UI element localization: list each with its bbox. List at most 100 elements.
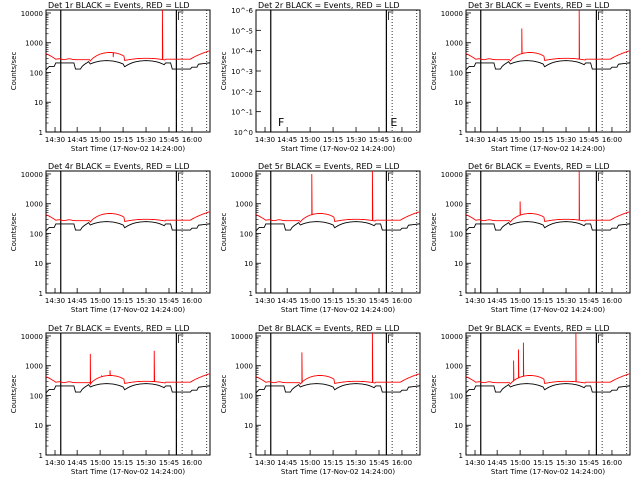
chart-title: Det 7r BLACK = Events, RED = LLD <box>48 324 190 333</box>
x-tick-label: 15:00 <box>510 459 530 467</box>
series-line-lld <box>45 350 211 386</box>
y-tick-label: 10000 <box>231 171 253 179</box>
chart-title: Det 4r BLACK = Events, RED = LLD <box>48 162 190 171</box>
y-tick-label: 100 <box>450 69 463 77</box>
x-tick-label: 16:00 <box>602 459 622 467</box>
x-tick-label: 14:45 <box>487 136 507 144</box>
y-axis-label: Counts/sec <box>430 375 438 414</box>
chart-title: Det 2r BLACK = Events, RED = LLD <box>258 1 400 10</box>
marker-label: E <box>390 116 397 129</box>
y-tick-label: 10^-6 <box>231 7 253 15</box>
x-tick-label: 15:00 <box>510 297 530 305</box>
series-line-lld <box>45 9 211 62</box>
y-tick-label: 10000 <box>21 171 43 179</box>
x-tick-label: 16:00 <box>392 459 412 467</box>
y-tick-label: 100 <box>30 230 43 238</box>
series-line-events <box>465 60 631 71</box>
x-tick-label: 14:30 <box>465 136 485 144</box>
bracket-marker <box>597 172 604 181</box>
chart-panel-9: Det 9r BLACK = Events, RED = LLD 1 10 100 10… <box>430 324 631 476</box>
bracket-marker <box>177 334 184 343</box>
chart-panel-1: Det 1r BLACK = Events, RED = LLD 1 10 100 10… <box>10 1 211 153</box>
x-tick-label: 14:45 <box>277 136 297 144</box>
bracket-marker <box>387 334 394 343</box>
chart-panel-6: Det 6r BLACK = Events, RED = LLD 1 10 100 10… <box>430 162 631 314</box>
series-line-lld <box>465 170 631 223</box>
series-line-lld <box>255 170 421 223</box>
y-tick-label: 1000 <box>235 363 253 371</box>
x-tick-label: 15:45 <box>579 136 599 144</box>
y-tick-label: 10^-3 <box>231 68 253 76</box>
x-axis-label: Start Time (17-Nov-02 14:24:00) <box>491 468 605 476</box>
series-line-events <box>45 383 211 394</box>
x-tick-label: 14:45 <box>67 297 87 305</box>
y-tick-label: 10000 <box>231 333 253 341</box>
y-tick-label: 1 <box>249 452 253 460</box>
x-tick-label: 16:00 <box>602 136 622 144</box>
chart-panel-3: Det 3r BLACK = Events, RED = LLD 1 10 100 10… <box>430 1 631 153</box>
x-tick-label: 15:15 <box>113 136 133 144</box>
y-tick-label: 10^-4 <box>231 48 253 56</box>
x-tick-label: 15:30 <box>136 136 156 144</box>
y-tick-label: 1000 <box>235 201 253 209</box>
x-tick-label: 15:45 <box>579 459 599 467</box>
x-axis-label: Start Time (17-Nov-02 14:24:00) <box>281 145 395 153</box>
series-line-events <box>255 221 421 232</box>
bracket-marker <box>387 11 394 20</box>
y-tick-label: 1000 <box>445 40 463 48</box>
y-tick-label: 100 <box>240 230 253 238</box>
y-tick-label: 10^-2 <box>231 88 253 96</box>
x-axis-label: Start Time (17-Nov-02 14:24:00) <box>71 468 185 476</box>
x-axis-label: Start Time (17-Nov-02 14:24:00) <box>71 306 185 314</box>
x-tick-label: 15:45 <box>369 297 389 305</box>
plot-frame <box>465 9 631 133</box>
x-tick-label: 14:45 <box>277 459 297 467</box>
x-tick-label: 15:15 <box>533 136 553 144</box>
y-tick-label: 1 <box>459 290 463 298</box>
plot-frame <box>465 332 631 456</box>
x-tick-label: 14:30 <box>255 459 275 467</box>
x-tick-label: 15:30 <box>556 297 576 305</box>
y-tick-label: 1000 <box>445 363 463 371</box>
y-tick-label: 100 <box>240 392 253 400</box>
x-tick-label: 14:30 <box>465 459 485 467</box>
x-tick-label: 14:45 <box>277 297 297 305</box>
y-tick-label: 10000 <box>21 333 43 341</box>
x-tick-label: 15:15 <box>323 459 343 467</box>
x-axis-label: Start Time (17-Nov-02 14:24:00) <box>71 145 185 153</box>
x-tick-label: 16:00 <box>392 297 412 305</box>
x-tick-label: 15:30 <box>346 136 366 144</box>
plot-frame <box>255 332 421 456</box>
chart-title: Det 8r BLACK = Events, RED = LLD <box>258 324 400 333</box>
x-tick-label: 15:00 <box>90 136 110 144</box>
y-tick-label: 10000 <box>21 10 43 18</box>
x-tick-label: 15:30 <box>346 297 366 305</box>
y-tick-label: 1 <box>39 129 43 137</box>
series-line-events <box>45 60 211 71</box>
y-tick-label: 1000 <box>25 363 43 371</box>
y-axis-label: Counts/sec <box>220 52 228 91</box>
marker-label: F <box>278 116 284 129</box>
x-tick-label: 15:30 <box>556 136 576 144</box>
y-tick-label: 1 <box>459 129 463 137</box>
y-tick-label: 10 <box>244 422 253 430</box>
y-tick-label: 1000 <box>25 40 43 48</box>
chart-panel-4: Det 4r BLACK = Events, RED = LLD 1 10 100 10… <box>10 162 211 314</box>
x-axis-label: Start Time (17-Nov-02 14:24:00) <box>281 306 395 314</box>
chart-title: Det 5r BLACK = Events, RED = LLD <box>258 162 400 171</box>
plot-frame <box>45 332 211 456</box>
y-tick-label: 1000 <box>445 201 463 209</box>
x-tick-label: 16:00 <box>182 459 202 467</box>
x-tick-label: 15:45 <box>159 136 179 144</box>
x-tick-label: 14:30 <box>45 136 65 144</box>
bracket-marker <box>177 172 184 181</box>
series-line-lld <box>465 9 631 62</box>
chart-panel-7: Det 7r BLACK = Events, RED = LLD 1 10 100 10… <box>10 324 211 476</box>
x-tick-label: 15:30 <box>556 459 576 467</box>
y-tick-label: 100 <box>30 392 43 400</box>
y-tick-label: 1000 <box>25 201 43 209</box>
series-line-lld <box>465 332 631 385</box>
y-tick-label: 10000 <box>441 171 463 179</box>
plot-frame <box>45 9 211 133</box>
series-line-events <box>255 383 421 394</box>
